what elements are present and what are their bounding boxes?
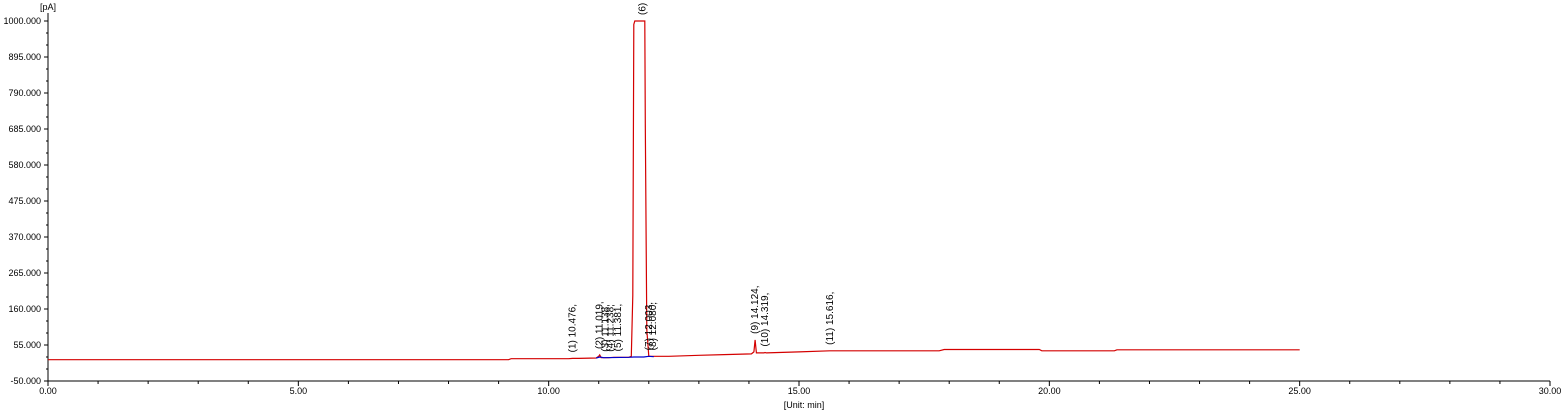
y-tick-label: 790.000 [8, 88, 41, 98]
x-tick-label: 20.00 [1038, 386, 1061, 396]
y-tick-label: 265.000 [8, 268, 41, 278]
y-axis-unit: [pA] [40, 2, 56, 12]
peak-label: (4) 11.238, [606, 304, 617, 352]
x-axis-unit: [Unit: min] [784, 400, 825, 410]
x-tick-label: 25.00 [1288, 386, 1311, 396]
peak-label: (9) 14.124, [750, 285, 761, 333]
signal-trace [48, 20, 1300, 361]
peak-label: (2) 11.019, [595, 301, 606, 349]
plot-area: -50.000 55.000 160.000 265.000 370.000 475.00… [3, 0, 1561, 396]
y-tick-label: 1000.000 [3, 16, 41, 26]
peak-label: (10) 14.319, [760, 293, 771, 347]
peak-label: (11) 15.616, [825, 292, 836, 345]
y-tick-label: 475.000 [8, 196, 41, 206]
y-tick-label: 895.000 [8, 52, 41, 62]
y-tick-label: 160.000 [8, 304, 41, 314]
peak-label: (3) 11.138, [601, 304, 612, 352]
x-tick-label: 15.00 [788, 386, 811, 396]
peak-label: (1) 10.476, [567, 304, 578, 352]
x-tick-label: 5.00 [290, 386, 308, 396]
x-tick-label: 10.00 [537, 386, 560, 396]
y-tick-label: 370.000 [8, 232, 41, 242]
y-tick-label: 55.000 [13, 340, 41, 350]
y-tick-label: 580.000 [8, 160, 41, 170]
y-tick-label: -50.000 [10, 376, 41, 386]
y-tick-label: 685.000 [8, 124, 41, 134]
peak-label: (5) 11.381, [613, 304, 624, 352]
x-tick-label: 30.00 [1539, 386, 1562, 396]
x-tick-label: 0.00 [39, 386, 57, 396]
peak-label: (8) 12.080, [648, 302, 659, 350]
peak-label: (7) 12.003, [644, 302, 655, 350]
peak-label: (6) 11.877, [638, 0, 649, 15]
baseline-trace [596, 355, 654, 359]
